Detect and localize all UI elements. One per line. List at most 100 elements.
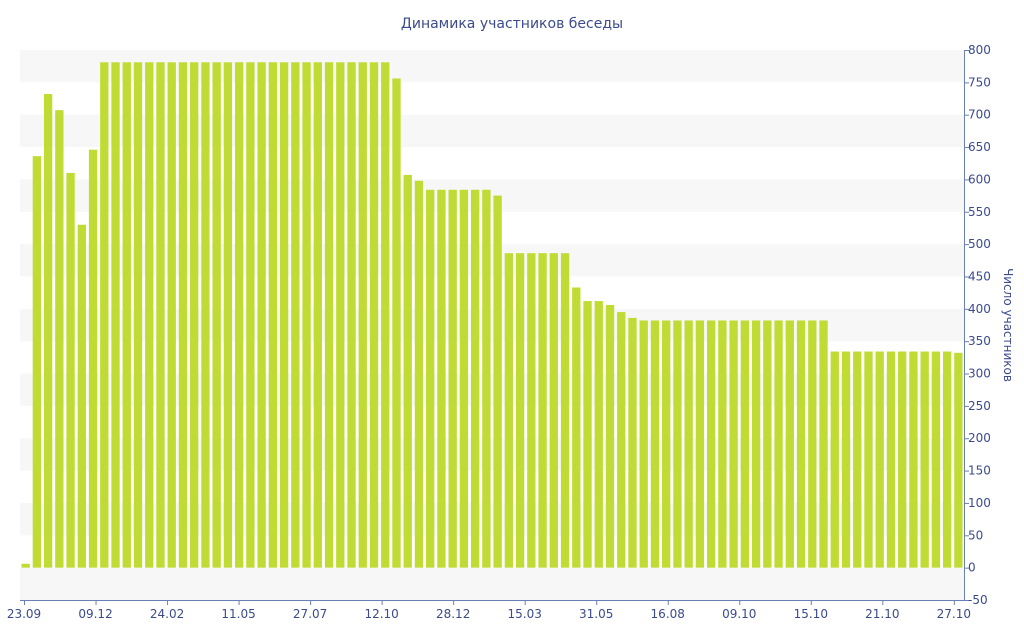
bar[interactable] [381,62,390,568]
bar[interactable] [392,78,401,568]
bar[interactable] [257,62,266,568]
bar[interactable] [504,253,514,568]
bar[interactable] [234,62,244,568]
bar[interactable] [796,320,806,568]
x-tick-label: 15.10 [794,607,828,621]
bar[interactable] [886,351,896,568]
bar[interactable] [841,351,851,568]
bar[interactable] [156,62,165,568]
bar[interactable] [426,189,435,568]
bar[interactable] [291,62,300,568]
bar[interactable] [673,320,682,568]
bar[interactable] [100,62,109,568]
bar[interactable] [515,253,525,568]
bar[interactable] [369,62,379,568]
y-tick-label: 750 [968,75,991,89]
grid-band [20,244,964,277]
y-tick-label: 150 [968,464,991,478]
bar[interactable] [942,351,952,568]
bar[interactable] [617,312,626,568]
bar[interactable] [324,62,334,568]
bar[interactable] [133,62,143,568]
bar[interactable] [32,156,42,568]
x-tick-label: 12.10 [364,607,398,621]
bar[interactable] [785,320,794,568]
bar[interactable] [864,351,873,568]
bar[interactable] [538,253,547,568]
bar[interactable] [358,62,367,568]
bar[interactable] [718,320,727,568]
bar[interactable] [875,351,884,568]
bar[interactable] [347,62,356,568]
bar[interactable] [145,62,154,568]
bar[interactable] [594,301,603,568]
bar[interactable] [77,224,86,568]
bar[interactable] [279,62,289,568]
bar[interactable] [66,172,75,568]
bar[interactable] [751,320,761,568]
bar[interactable] [628,317,637,568]
grid-band [20,438,964,471]
y-tick-label: 800 [968,43,991,57]
bar[interactable] [740,320,750,568]
y-axis-label: Число участников [1001,268,1015,382]
x-tick-label: 09.10 [722,607,756,621]
bar[interactable] [448,189,457,568]
bar[interactable] [55,110,64,568]
bar[interactable] [898,351,907,568]
bar[interactable] [336,62,345,568]
x-tick-label: 23.09 [7,607,41,621]
bar[interactable] [549,253,558,568]
bar[interactable] [122,62,131,568]
axes-group [20,50,969,605]
bar[interactable] [459,189,469,568]
bar[interactable] [684,320,693,568]
bar[interactable] [178,62,188,568]
bar[interactable] [572,287,581,568]
bar[interactable] [88,149,98,568]
bar[interactable] [639,320,648,568]
bar[interactable] [774,320,783,568]
bar[interactable] [954,352,963,568]
bar[interactable] [909,351,918,568]
bar[interactable] [190,62,199,568]
chart-title: Динамика участников беседы [401,16,623,32]
bar[interactable] [437,189,446,568]
bar[interactable] [763,320,772,568]
bar[interactable] [470,189,480,568]
y-tick-label: 550 [968,205,991,219]
bar[interactable] [819,320,828,568]
bar[interactable] [21,563,30,568]
bar[interactable] [650,320,660,568]
bar[interactable] [695,320,705,568]
grid-band [20,114,964,148]
bar[interactable] [167,62,176,568]
bar[interactable] [605,304,615,568]
bar[interactable] [729,320,738,568]
bar[interactable] [527,253,536,568]
bar[interactable] [403,174,412,568]
bar[interactable] [706,320,716,568]
bar[interactable] [246,62,255,568]
bar[interactable] [920,351,929,568]
bar[interactable] [268,62,278,568]
bar[interactable] [302,62,311,568]
bar[interactable] [583,301,592,568]
bar[interactable] [201,62,210,568]
bar[interactable] [662,320,671,568]
bar[interactable] [212,62,221,568]
bar[interactable] [414,180,424,568]
y-tick-label: 350 [968,334,991,348]
bar[interactable] [493,195,502,568]
bar[interactable] [808,320,817,568]
bar[interactable] [830,351,839,568]
bar[interactable] [223,62,233,568]
y-tick-label: 700 [968,108,991,122]
bar[interactable] [43,94,53,568]
bar[interactable] [560,253,570,568]
bar[interactable] [482,189,491,568]
bar[interactable] [111,62,120,568]
bar[interactable] [853,351,862,568]
bar[interactable] [931,351,941,568]
bar[interactable] [313,62,322,568]
